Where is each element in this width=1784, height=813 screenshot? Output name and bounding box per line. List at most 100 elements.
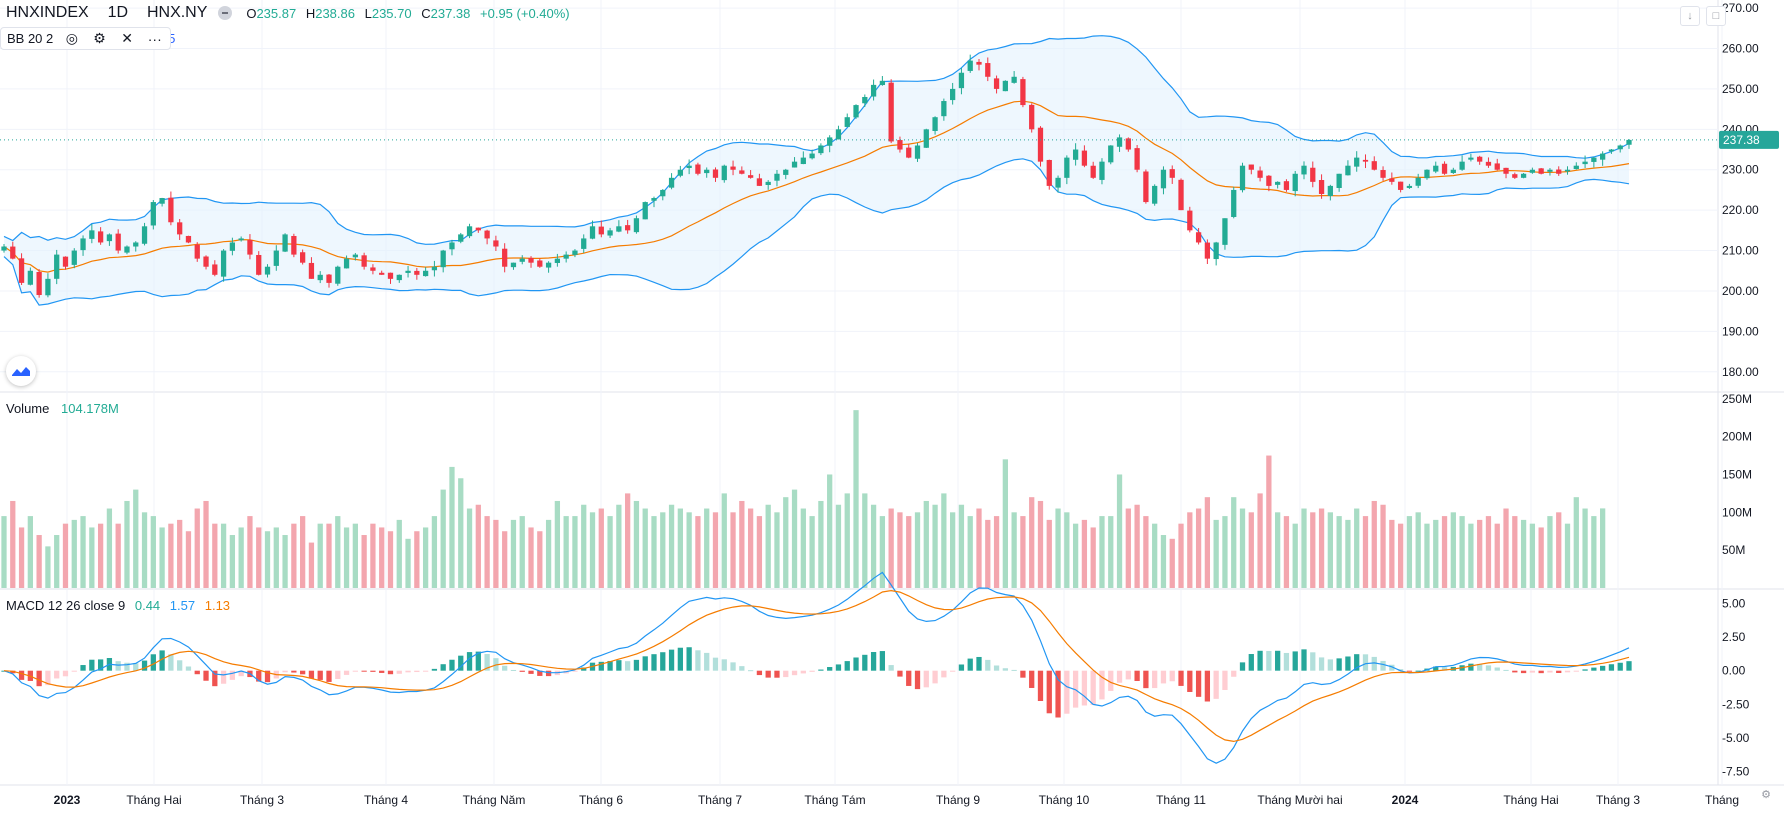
candle-body bbox=[1485, 161, 1492, 166]
candle-body bbox=[923, 129, 929, 148]
time-tick-label: Tháng Năm bbox=[463, 793, 526, 807]
macd-histogram-bar bbox=[686, 647, 692, 671]
macd-histogram-bar bbox=[1433, 666, 1439, 671]
collapse-icon[interactable] bbox=[217, 6, 232, 20]
low-value: 235.70 bbox=[371, 6, 412, 22]
volume-bar bbox=[1283, 516, 1290, 588]
symbol-name[interactable]: HNXINDEX bbox=[6, 4, 89, 21]
macd-histogram-bar bbox=[1178, 670, 1184, 686]
volume-bar bbox=[686, 512, 692, 588]
volume-bar bbox=[1450, 512, 1456, 588]
candle-body bbox=[835, 129, 842, 140]
volume-bar bbox=[607, 516, 613, 588]
volume-bar bbox=[853, 410, 859, 588]
close-icon[interactable]: ✕ bbox=[121, 30, 133, 47]
volume-bar bbox=[1222, 516, 1228, 588]
bb-indicator-legend[interactable]: BB 20 2 ◎ ⚙ ✕ ··· bbox=[0, 27, 171, 51]
macd-histogram-bar bbox=[818, 669, 824, 671]
macd-histogram-bar bbox=[1336, 658, 1342, 671]
candle-body bbox=[212, 264, 218, 275]
candle-body bbox=[1037, 127, 1044, 162]
volume-bar bbox=[1441, 516, 1448, 588]
volume-bar bbox=[1556, 512, 1562, 588]
candle-body bbox=[1055, 177, 1061, 188]
price-tick-label: 190.00 bbox=[1722, 324, 1759, 338]
macd-histogram-bar bbox=[387, 670, 394, 675]
volume-bar bbox=[668, 504, 675, 588]
tradingview-logo-icon[interactable] bbox=[6, 356, 36, 386]
volume-bar bbox=[370, 523, 376, 588]
volume-bar bbox=[317, 523, 323, 588]
volume-bar bbox=[54, 535, 60, 588]
volume-bar bbox=[1143, 516, 1149, 588]
candle-body bbox=[642, 202, 648, 220]
macd-histogram-bar bbox=[291, 670, 297, 673]
last-price-label: 237.38 bbox=[1723, 133, 1760, 147]
candle-body bbox=[1564, 169, 1571, 172]
macd-histogram-bar bbox=[264, 670, 271, 683]
volume-bar bbox=[1494, 523, 1500, 588]
volume-bar bbox=[238, 527, 244, 588]
volume-bar bbox=[1354, 508, 1360, 588]
candle-body bbox=[1529, 169, 1536, 173]
volume-bar bbox=[150, 516, 156, 588]
candle-body bbox=[1204, 242, 1211, 259]
volume-bar bbox=[247, 516, 253, 588]
volume-bar bbox=[633, 500, 640, 588]
bb-label: BB 20 2 bbox=[7, 31, 54, 47]
more-icon[interactable]: ··· bbox=[147, 30, 162, 47]
candle-body bbox=[133, 242, 139, 247]
candle-body bbox=[668, 177, 675, 188]
volume-bar bbox=[493, 519, 499, 588]
candle-body bbox=[756, 178, 763, 186]
volume-bar bbox=[625, 493, 631, 588]
candle-body bbox=[273, 250, 279, 266]
volume-bar bbox=[440, 489, 446, 588]
volume-bar bbox=[45, 546, 51, 588]
macd-histogram-bar bbox=[124, 662, 130, 671]
volume-bar bbox=[660, 512, 666, 588]
candle-body bbox=[247, 239, 253, 255]
volume-bar bbox=[405, 538, 411, 588]
macd-histogram-bar bbox=[1160, 670, 1167, 684]
macd-histogram-bar bbox=[440, 664, 446, 671]
candle-body bbox=[914, 145, 921, 159]
macd-histogram-bar bbox=[150, 654, 156, 671]
volume-bar bbox=[291, 523, 297, 588]
macd-histogram-bar bbox=[431, 668, 438, 671]
macd-histogram-bar bbox=[396, 670, 402, 674]
macd-histogram-bar bbox=[1090, 670, 1096, 705]
candle-body bbox=[62, 256, 69, 267]
macd-histogram-bar bbox=[238, 670, 244, 677]
macd-histogram-bar bbox=[1125, 670, 1131, 680]
volume-bar bbox=[431, 516, 438, 588]
macd-histogram-bar bbox=[1301, 649, 1307, 671]
eye-icon[interactable]: ◎ bbox=[65, 30, 78, 47]
macd-histogram-bar bbox=[897, 670, 903, 677]
macd-histogram-bar bbox=[704, 652, 710, 671]
candle-body bbox=[106, 234, 113, 242]
candle-body bbox=[1134, 148, 1140, 170]
scroll-down-icon[interactable]: ↓ bbox=[1680, 6, 1700, 26]
candle-body bbox=[1301, 165, 1307, 175]
change-value: +0.95 (+0.40%) bbox=[480, 6, 570, 22]
chart-settings-gear-icon[interactable]: ⚙ bbox=[1756, 786, 1776, 806]
fullscreen-icon[interactable]: □ bbox=[1706, 6, 1726, 26]
time-tick-label: Tháng Hai bbox=[126, 793, 181, 807]
candle-body bbox=[712, 169, 719, 178]
macd-histogram-bar bbox=[1046, 670, 1052, 714]
candle-body bbox=[1213, 242, 1219, 260]
interval-label[interactable]: 1D bbox=[107, 4, 129, 21]
volume-bar bbox=[1099, 516, 1105, 588]
gear-icon[interactable]: ⚙ bbox=[93, 30, 106, 47]
volume-bar bbox=[985, 519, 991, 588]
volume-bar bbox=[563, 516, 569, 588]
volume-bar bbox=[27, 516, 33, 588]
candle-body bbox=[238, 238, 244, 241]
time-tick-label: Tháng bbox=[1705, 793, 1739, 807]
macd-histogram-bar bbox=[133, 663, 139, 671]
volume-bar bbox=[818, 500, 824, 588]
volume-bar bbox=[1433, 519, 1439, 588]
candle-body bbox=[1582, 161, 1588, 165]
